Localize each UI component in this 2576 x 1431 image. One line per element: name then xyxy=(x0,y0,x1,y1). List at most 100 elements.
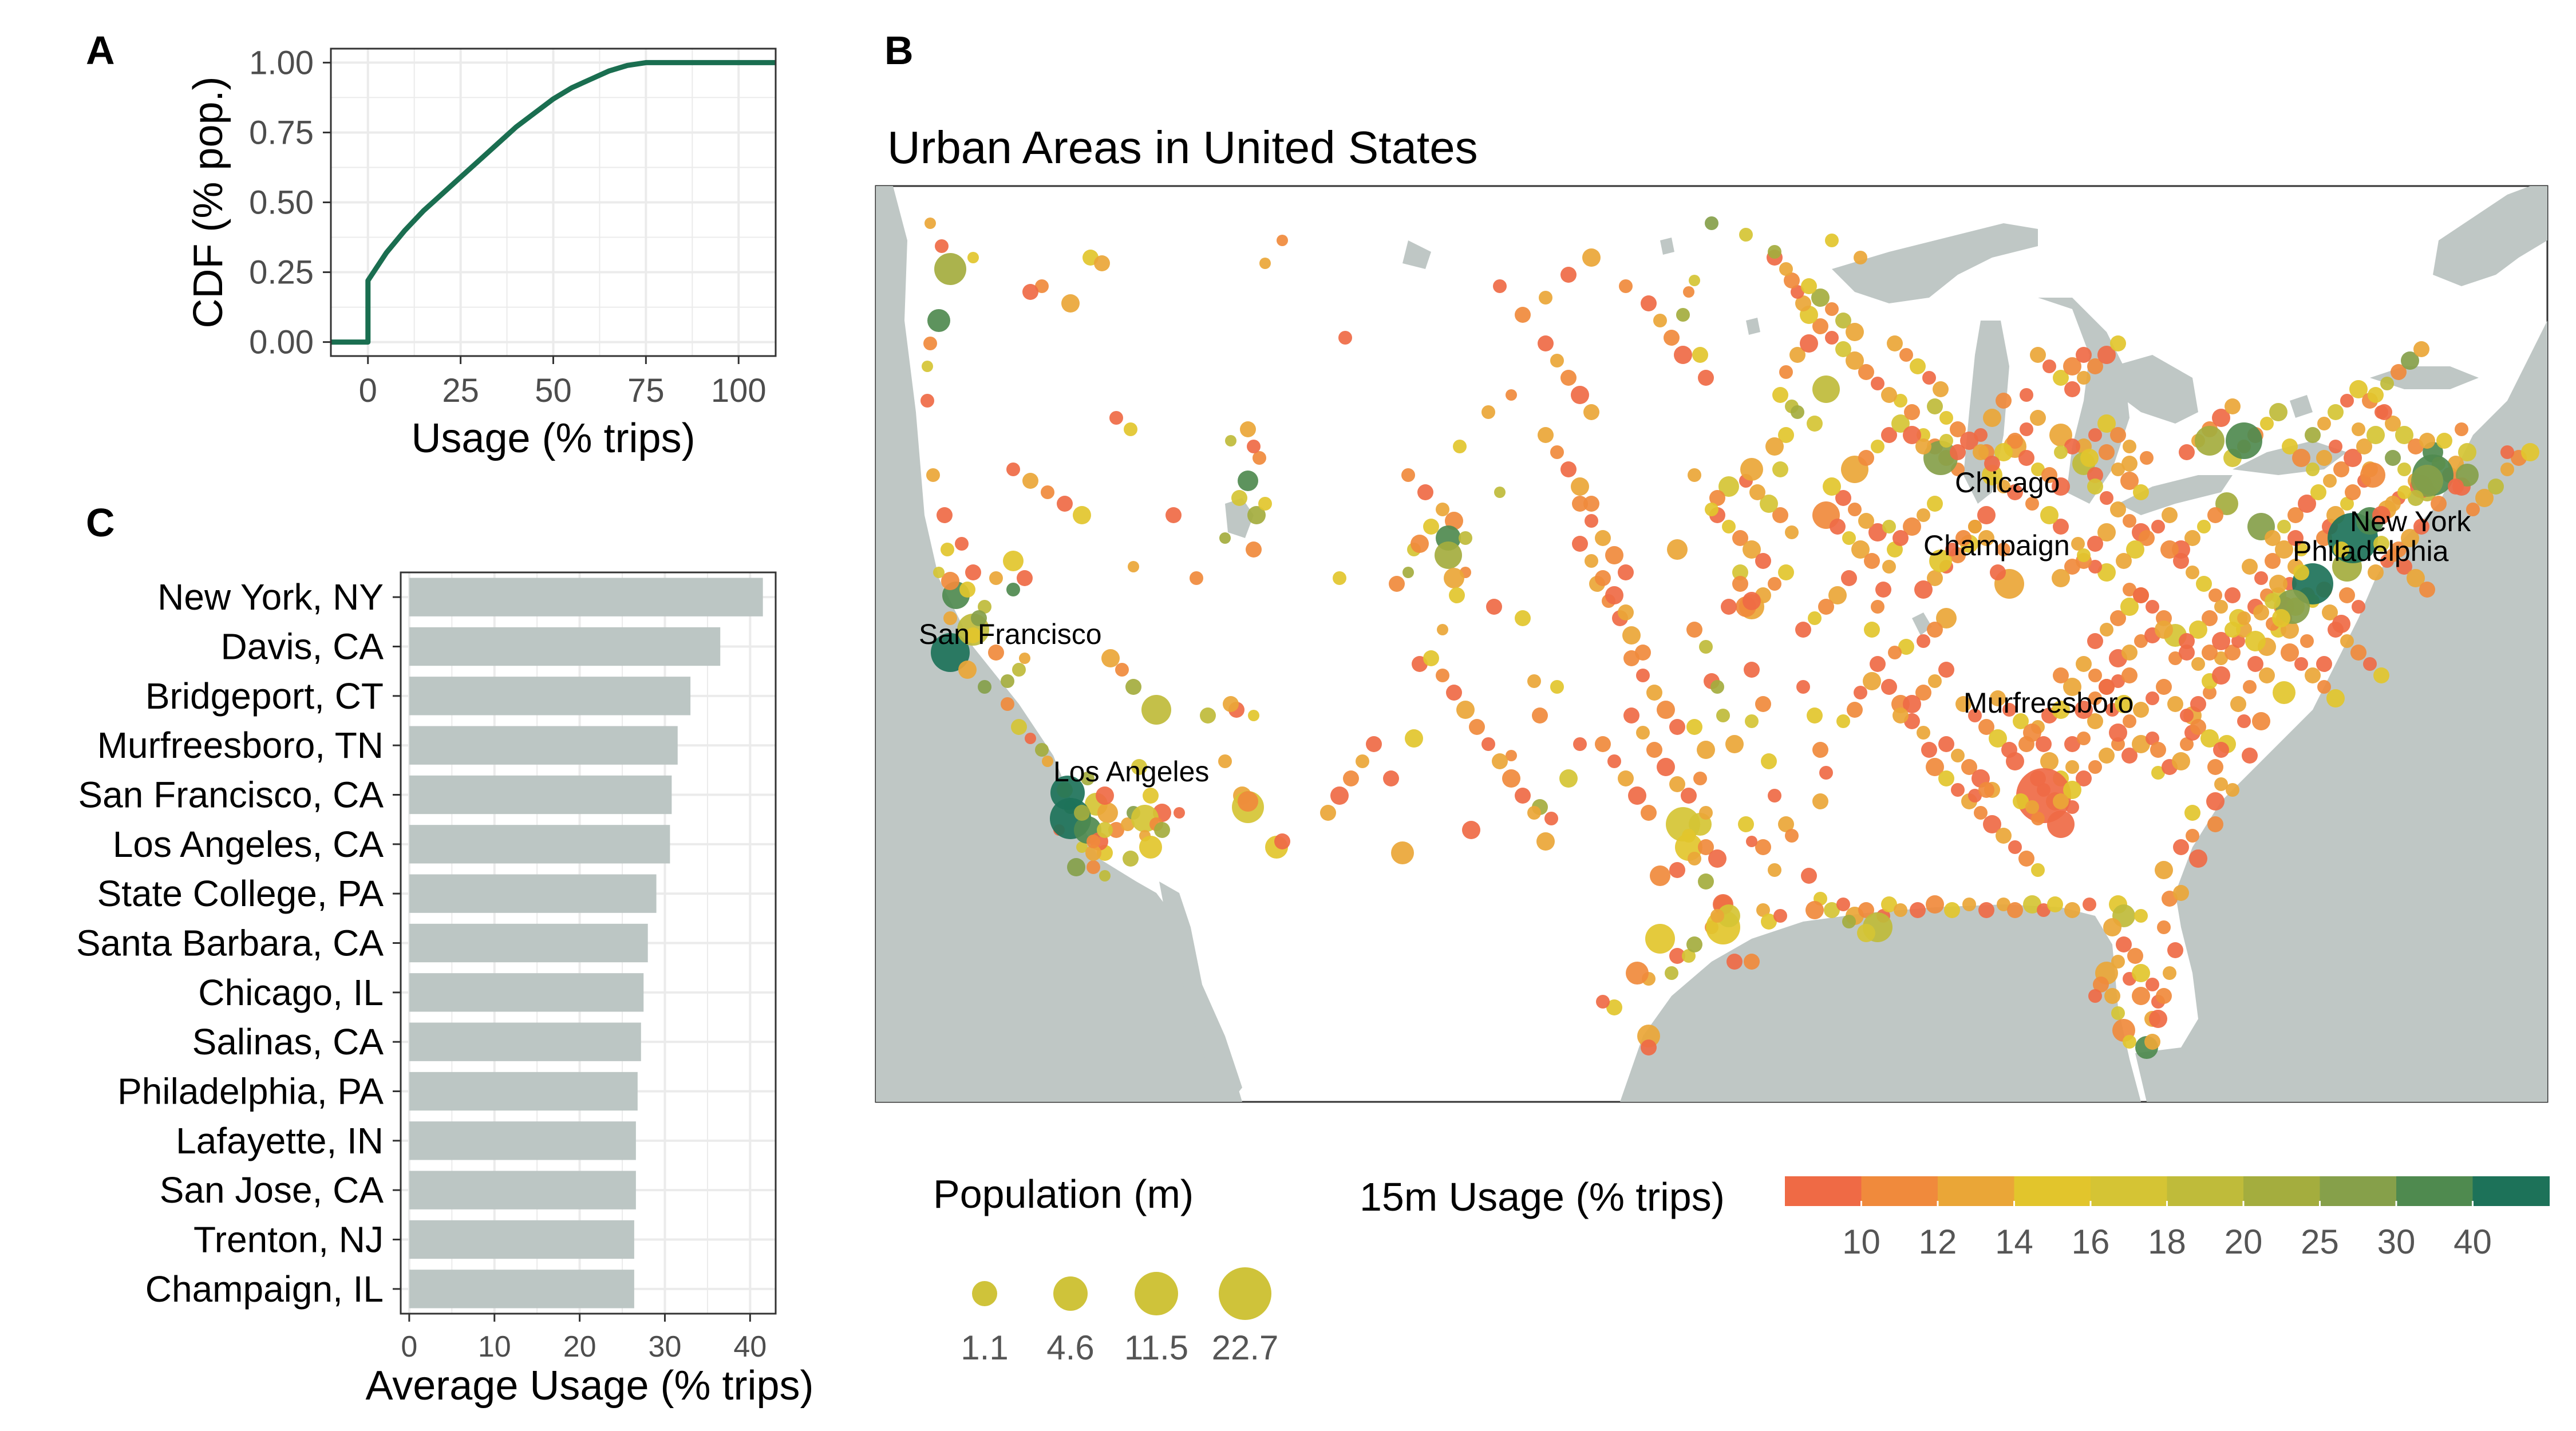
urban-area-point xyxy=(1573,737,1587,751)
urban-area-point xyxy=(2088,989,2102,1003)
bar-category-label: Bridgeport, CT xyxy=(145,675,384,717)
panel-a-letter: A xyxy=(86,28,115,73)
urban-area-point xyxy=(1894,903,1907,917)
urban-area-point xyxy=(1099,870,1111,881)
urban-area-point xyxy=(2123,583,2136,596)
urban-area-point xyxy=(2339,587,2355,603)
urban-area-point xyxy=(2013,793,2029,809)
urban-area-point xyxy=(1864,622,1880,638)
urban-area-point xyxy=(1899,348,1913,362)
urban-area-point xyxy=(2352,600,2365,614)
urban-area-point xyxy=(2133,702,2149,718)
cdf-y-axis-label: CDF (% pop.) xyxy=(185,76,231,328)
urban-area-point xyxy=(1538,335,1554,351)
urban-area-point xyxy=(2110,610,2126,626)
urban-area-point xyxy=(2088,669,2102,682)
urban-area-point xyxy=(1101,649,1120,667)
urban-area-point xyxy=(2163,966,2176,980)
urban-area-point xyxy=(1761,753,1777,769)
urban-area-point xyxy=(1571,477,1589,496)
urban-area-point xyxy=(2088,760,2102,774)
urban-area-point xyxy=(2052,477,2070,496)
urban-area-point xyxy=(1881,427,1897,443)
map-city-label: Philadelphia xyxy=(2293,535,2449,567)
water-body xyxy=(1159,881,1242,1102)
cdf-y-tick-label: 1.00 xyxy=(249,44,314,81)
bar xyxy=(409,726,678,765)
urban-area-point xyxy=(2064,438,2080,454)
urban-area-point xyxy=(1618,770,1634,786)
urban-area-point xyxy=(1864,553,1880,569)
urban-area-point xyxy=(2386,548,2400,562)
urban-area-point xyxy=(1669,719,1685,735)
urban-area-point xyxy=(2475,489,2494,507)
urban-area-point xyxy=(1550,680,1564,694)
urban-area-point xyxy=(1097,803,1118,823)
water-body xyxy=(2433,186,2547,286)
urban-area-point xyxy=(2139,530,2155,546)
urban-area-point xyxy=(1085,845,1101,861)
urban-area-point xyxy=(1154,822,1170,838)
urban-area-point xyxy=(1128,561,1139,572)
urban-area-point xyxy=(1330,786,1349,805)
cdf-y-tick-label: 0.25 xyxy=(249,254,314,291)
urban-area-point xyxy=(2287,507,2304,523)
urban-area-point xyxy=(2018,851,2034,867)
urban-area-point xyxy=(1165,507,1182,523)
urban-area-point xyxy=(1801,278,1817,294)
urban-area-point xyxy=(1125,679,1141,695)
urban-area-point xyxy=(1686,622,1702,638)
urban-area-point xyxy=(1636,669,1650,682)
urban-area-point xyxy=(1893,707,1909,724)
urban-area-point xyxy=(2197,520,2211,533)
urban-area-point xyxy=(1006,583,1020,596)
urban-area-point xyxy=(2273,681,2296,704)
urban-area-point xyxy=(1123,851,1139,867)
urban-area-point xyxy=(1812,375,1840,403)
bar-category-label: Chicago, IL xyxy=(198,972,384,1013)
urban-area-point xyxy=(1812,793,1828,809)
urban-area-point xyxy=(1915,685,1931,701)
urban-area-point xyxy=(1544,812,1558,825)
urban-area-point xyxy=(1699,806,1713,820)
urban-area-point xyxy=(1808,611,1822,625)
urban-area-point xyxy=(2376,404,2392,420)
urban-area-point xyxy=(1917,508,1930,522)
urban-area-point xyxy=(959,582,975,598)
color-legend-swatch xyxy=(2320,1176,2397,1206)
urban-area-point xyxy=(1726,954,1743,970)
urban-area-point xyxy=(1456,701,1475,719)
urban-area-point xyxy=(1246,541,1262,558)
urban-area-point xyxy=(2225,622,2241,638)
urban-area-point xyxy=(2077,732,2091,745)
urban-area-point xyxy=(2431,496,2447,512)
urban-area-point xyxy=(2063,781,2081,799)
color-legend-title: 15m Usage (% trips) xyxy=(1360,1175,1725,1219)
bar-x-tick-label: 40 xyxy=(733,1330,767,1363)
urban-area-point xyxy=(1974,806,1988,820)
urban-area-point xyxy=(1453,440,1467,453)
urban-area-point xyxy=(965,564,981,580)
urban-area-point xyxy=(1174,807,1185,819)
urban-area-point xyxy=(2287,530,2304,546)
urban-area-point xyxy=(1927,398,1943,414)
water-body xyxy=(2112,355,2198,424)
urban-area-point xyxy=(2116,553,2132,569)
urban-area-point xyxy=(2214,651,2228,665)
urban-area-point xyxy=(933,567,945,578)
color-legend-swatch xyxy=(1938,1176,2015,1206)
bar xyxy=(409,1270,634,1309)
urban-area-point xyxy=(2180,737,2194,751)
urban-area-point xyxy=(2037,903,2050,917)
urban-area-point xyxy=(2396,559,2412,575)
urban-area-point xyxy=(1882,520,1896,533)
panel-c-bar-chart: New York, NY Davis, CA Bridgeport, CT Murfr… xyxy=(76,571,814,1409)
urban-area-point xyxy=(1041,485,1054,499)
urban-area-point xyxy=(1585,554,1598,568)
urban-area-point xyxy=(2448,479,2464,495)
urban-area-point xyxy=(1960,432,1978,450)
urban-area-point xyxy=(2111,462,2125,476)
urban-area-point xyxy=(1778,564,1794,580)
urban-area-point xyxy=(1143,788,1159,804)
